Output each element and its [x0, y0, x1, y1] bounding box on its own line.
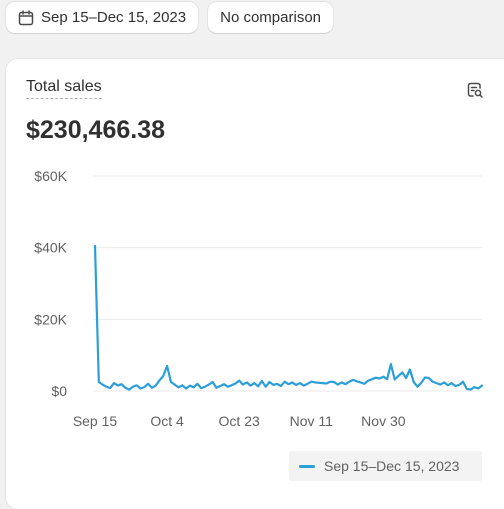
- sales-line-chart: $60K $40K $20K $0 Sep 15 Oct 4 Oct 23 Nov 11 Nov…: [0, 0, 504, 491]
- y-tick-label: $20K: [34, 311, 67, 327]
- series-line: [95, 246, 482, 390]
- x-tick-label: Oct 4: [150, 413, 184, 429]
- chart-legend[interactable]: Sep 15–Dec 15, 2023: [289, 451, 482, 481]
- y-tick-label: $40K: [34, 240, 67, 256]
- x-tick-label: Nov 11: [290, 413, 334, 429]
- x-tick-label: Nov 30: [361, 413, 406, 429]
- x-tick-label: Oct 23: [219, 413, 260, 429]
- x-tick-label: Sep 15: [73, 413, 118, 429]
- legend-label: Sep 15–Dec 15, 2023: [324, 458, 459, 474]
- y-tick-label: $60K: [34, 168, 67, 184]
- y-tick-label: $0: [51, 383, 67, 399]
- legend-swatch: [299, 465, 315, 468]
